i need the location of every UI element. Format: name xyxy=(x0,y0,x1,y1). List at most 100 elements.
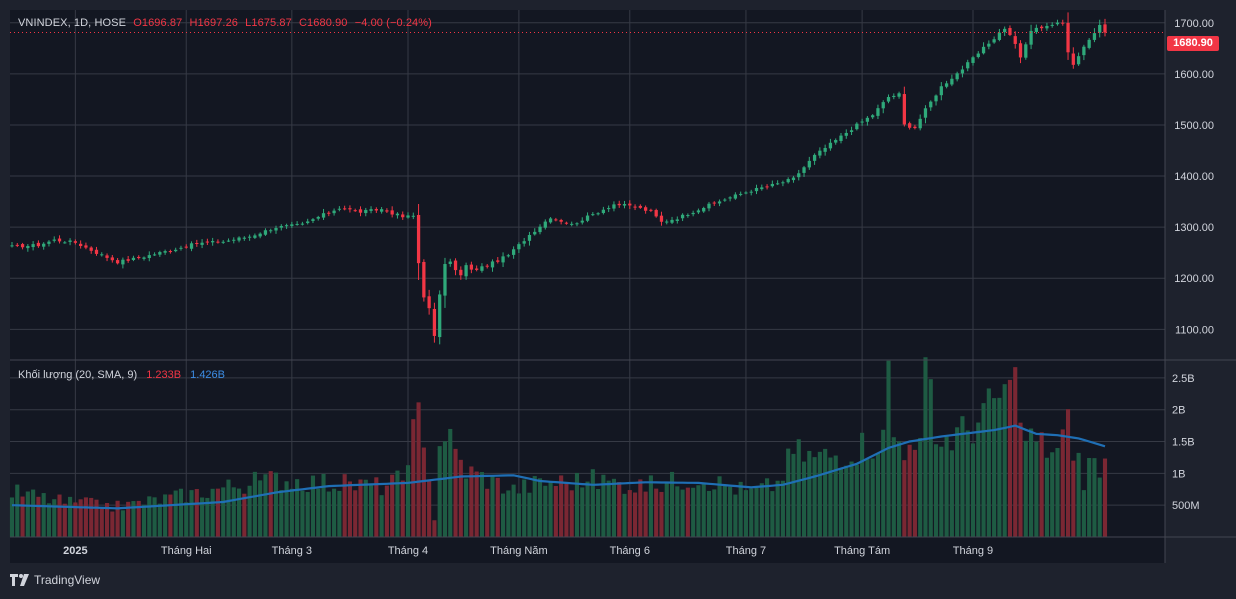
candle xyxy=(63,241,67,244)
last-price-tag: 1680.90 xyxy=(1167,36,1219,51)
candle-body xyxy=(501,256,505,263)
candle-body xyxy=(94,249,99,254)
tradingview-logo[interactable]: TradingView xyxy=(10,573,100,587)
candle-body xyxy=(247,236,252,238)
volume-bar xyxy=(828,457,833,537)
candle-body xyxy=(416,214,421,264)
candle-body xyxy=(306,221,310,224)
candle xyxy=(860,118,864,126)
candle xyxy=(712,201,716,206)
candle xyxy=(754,184,759,195)
candle xyxy=(533,228,537,236)
candle xyxy=(791,175,796,183)
volume-bar xyxy=(627,490,632,537)
candle xyxy=(659,211,664,226)
candle-body xyxy=(179,247,183,249)
candle-body xyxy=(981,46,986,54)
volume-bar xyxy=(733,494,738,537)
volume-bar xyxy=(912,449,917,537)
volume-bar xyxy=(15,484,20,537)
candle xyxy=(79,240,83,249)
volume-bar xyxy=(891,437,896,537)
candle-body xyxy=(105,255,109,258)
volume-bar xyxy=(390,474,395,537)
candle-body xyxy=(638,205,642,208)
candle-body xyxy=(73,241,77,243)
volume-bar xyxy=(1102,458,1108,537)
candle xyxy=(179,245,183,251)
volume-bar xyxy=(770,491,775,537)
candle xyxy=(401,211,405,220)
candle-body xyxy=(205,241,210,243)
volume-bar xyxy=(120,510,125,537)
legend-open: O1696.87 xyxy=(133,17,183,29)
candle xyxy=(306,218,310,225)
candle-body xyxy=(1045,25,1049,29)
candle-body xyxy=(84,245,88,248)
volume-bar xyxy=(1013,367,1018,537)
volume-bar xyxy=(384,485,389,537)
candle-body xyxy=(369,209,373,211)
candle-body xyxy=(131,257,136,261)
volume-bar xyxy=(691,487,696,537)
candle xyxy=(665,219,669,225)
candle-body xyxy=(913,126,917,129)
candle xyxy=(855,122,859,131)
volume-bar xyxy=(131,501,136,537)
candle-body xyxy=(68,240,72,242)
candle xyxy=(607,205,611,213)
candle-body xyxy=(543,221,547,228)
volume-legend-value: 1.233B xyxy=(146,369,182,381)
candle-body xyxy=(57,238,62,242)
candle xyxy=(438,290,442,345)
candle-body xyxy=(1066,22,1070,53)
candle xyxy=(1008,25,1012,37)
candle-body xyxy=(253,235,257,238)
candle xyxy=(649,208,653,213)
volume-bar xyxy=(421,447,426,537)
candle-body xyxy=(860,121,864,123)
volume-bar xyxy=(559,475,564,537)
candle-body xyxy=(944,83,949,87)
candle xyxy=(316,215,320,221)
candle-body xyxy=(1076,56,1081,65)
candle xyxy=(385,208,389,213)
candle xyxy=(379,207,384,214)
candle xyxy=(36,240,41,248)
volume-bar xyxy=(273,472,279,537)
candle-body xyxy=(892,95,896,98)
candle xyxy=(369,206,373,214)
candle xyxy=(966,59,970,72)
candle xyxy=(680,213,685,222)
volume-bar xyxy=(939,446,944,537)
candle-body xyxy=(443,264,447,296)
candle xyxy=(300,221,305,226)
volume-bar xyxy=(411,419,416,537)
volume-bar xyxy=(210,488,215,537)
candle xyxy=(168,249,173,254)
candle xyxy=(121,257,125,269)
candle-body xyxy=(1018,43,1023,58)
volume-bar xyxy=(622,493,627,537)
price-tick-label: 1200.00 xyxy=(1174,273,1214,285)
volume-bar xyxy=(786,448,791,537)
candle-body xyxy=(163,251,167,253)
volume-bar xyxy=(353,490,358,537)
candle-body xyxy=(311,219,315,221)
candle xyxy=(1076,52,1081,66)
candle xyxy=(548,217,553,224)
volume-bar xyxy=(231,487,236,537)
candle-body xyxy=(575,223,579,225)
volume-bar xyxy=(485,488,490,537)
candle-body xyxy=(226,240,231,242)
candle xyxy=(554,217,558,222)
candle-body xyxy=(1103,24,1107,33)
volume-bar xyxy=(310,475,316,537)
candle xyxy=(1029,24,1033,50)
candle xyxy=(290,221,294,228)
candle-body xyxy=(89,247,93,251)
candle xyxy=(717,199,722,207)
candle-body xyxy=(110,257,114,261)
